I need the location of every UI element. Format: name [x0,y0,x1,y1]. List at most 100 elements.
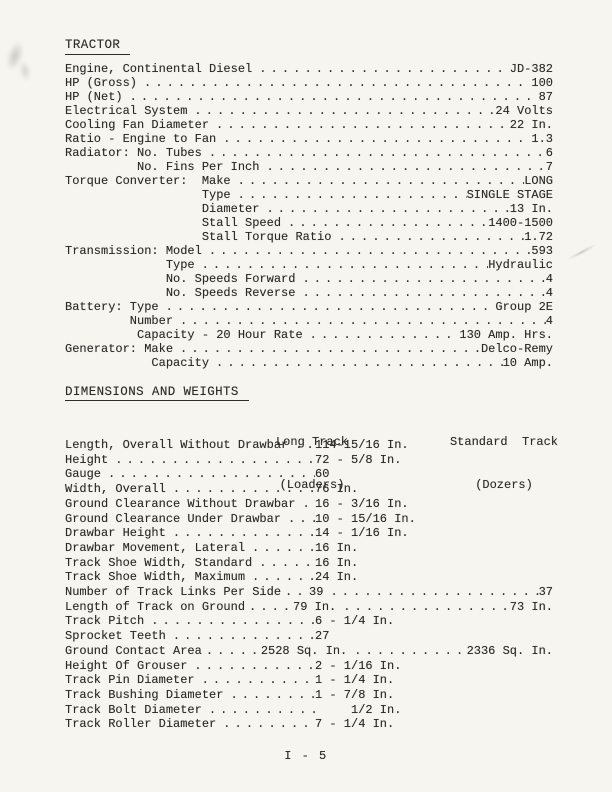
spec-row: Transmission: Model.....................… [65,244,553,258]
leader-dots: ........................................… [144,75,531,90]
spec-row: Number..................................… [65,314,553,328]
spec-row: HP (Gross)..............................… [65,76,553,90]
column-header-line: (Loaders) [279,477,345,492]
spec-value: 10 Amp. [502,356,553,371]
tractor-section-header: TRACTOR [65,38,553,55]
dimensions-spec-list: Length, Overall Without Drawbar.........… [65,438,553,732]
dimensions-column-headers: Long Track (Loaders) Standard Track (Doz… [65,406,558,492]
leader-dots: ........................................… [354,643,467,658]
spec-value-long-track: 7 - 1/4 In. [315,717,395,732]
spec-row: Width, Overall..........................… [65,482,553,497]
leader-dots: ........................................… [252,540,315,555]
spec-value-long-track: 16 In. [315,540,359,555]
spec-value: Hydraulic [488,258,553,273]
spec-row: Ground Clearance Under Drawbar..........… [65,512,553,527]
spec-row: Track Pin Diameter......................… [65,673,553,688]
spec-row: Length, Overall Without Drawbar.........… [65,438,553,453]
leader-dots: ........................................… [266,159,546,174]
spec-label: Diameter [65,201,260,216]
spec-value: 1.3 [531,131,553,146]
spec-row: Torque Converter: Make..................… [65,174,553,188]
spec-label: Track Shoe Width, Maximum [65,570,246,585]
spec-value: 4 [545,272,553,287]
spec-value: 22 In. [509,117,553,132]
spec-value-long-track: 114-15/16 In. [315,438,409,453]
leader-dots: ........................................… [295,438,315,453]
spec-value: 6 [545,145,553,160]
spec-row: Type....................................… [65,188,553,202]
spec-row: Battery: Type...........................… [65,300,553,314]
spec-label: Transmission: Model [65,244,202,259]
scan-artifact [567,243,597,261]
leader-dots: ........................................… [288,216,488,231]
leader-dots: ........................................… [180,342,481,357]
spec-value: 4 [545,286,553,301]
spec-label: Capacity [65,356,210,371]
spec-value-long-track: 1 - 7/8 In. [315,687,395,702]
spec-row: Track Shoe Width, Maximum...............… [65,570,553,585]
spec-label: No. Speeds Forward [65,272,296,287]
spec-value-long-track: 27 [315,629,330,644]
spec-value-long-track: 16 - 3/16 In. [315,496,409,511]
leader-dots: ........................................… [343,599,510,614]
leader-dots: ........................................… [205,643,261,658]
leader-dots: ........................................… [338,230,524,245]
section-heading-tractor: TRACTOR [65,38,131,55]
spec-value-standard-track: 37 [538,585,553,600]
spec-row: Ground Clearance Without Drawbar........… [65,497,553,512]
spec-label: Width, Overall [65,482,166,497]
spec-row: Ratio - Engine to Fan...................… [65,132,553,146]
spec-label: Stall Torque Ratio [65,230,332,245]
spec-value: 13 In. [509,201,553,216]
spec-label: Length, Overall Without Drawbar [65,438,289,453]
leader-dots: ........................................… [302,286,545,301]
spec-row: Drawbar Movement, Lateral...............… [65,541,553,556]
spec-value-long-track: 6 - 1/4 In. [315,614,395,629]
spec-row: Capacity................................… [65,356,553,370]
spec-row: Capacity - 20 Hour Rate.................… [65,328,553,342]
spec-value-long-track: 79 In. [293,599,337,614]
column-header-long-track: Long Track (Loaders) [274,406,350,520]
spec-label: Engine, Continental Diesel [65,61,253,76]
spec-label: Drawbar Height [65,526,166,541]
spec-row: Height..................................… [65,453,553,468]
spec-value-long-track: 72 - 5/8 In. [315,452,402,467]
spec-value-long-track: 1 - 1/4 In. [315,673,395,688]
spec-label: Length of Track on Ground [65,599,246,614]
spec-label: Generator: Make [65,342,174,357]
spec-label: Drawbar Movement, Lateral [65,540,246,555]
spec-value: 1400-1500 [488,216,553,231]
spec-value: Group 2E [495,300,553,315]
page-number: I - 5 [284,749,328,763]
spec-label: Type [65,258,195,273]
spec-row: Sprocket Teeth..........................… [65,629,553,644]
spec-value-long-track: 39 [309,585,324,600]
spec-value-long-track: 24 In. [315,570,359,585]
spec-value-long-track: 16 In. [315,555,359,570]
spec-row: Diameter................................… [65,202,553,216]
spec-row: Track Bolt Diameter.....................… [65,703,553,718]
spec-row: Engine, Continental Diesel..............… [65,62,553,76]
spec-label: HP (Gross) [65,75,138,90]
leader-dots: ........................................… [172,482,315,497]
leader-dots: ........................................… [223,131,531,146]
scan-artifact [16,58,34,84]
leader-dots: ........................................… [180,314,546,329]
spec-label: Track Bushing Diameter [65,687,224,702]
spec-row: No. Speeds Forward......................… [65,272,553,286]
spec-label: Height [65,452,109,467]
spec-label: Track Roller Diameter [65,717,217,732]
spec-value: 1.72 [524,230,553,245]
spec-row: Ground Contact Area.....................… [65,644,553,659]
spec-label: Ground Clearance Under Drawbar [65,511,282,526]
spec-row: Height Of Grouser.......................… [65,659,553,674]
column-header-line: (Dozers) [475,477,533,492]
leader-dots: ........................................… [302,496,315,511]
leader-dots: ........................................… [172,526,315,541]
spec-label: Ground Contact Area [65,643,202,658]
spec-row: Drawbar Height..........................… [65,526,553,541]
leader-dots: ........................................… [230,687,315,702]
leader-dots: ........................................… [208,244,532,259]
spec-value-long-track: 10 - 15/16 In. [315,511,416,526]
tractor-spec-list: Engine, Continental Diesel..............… [65,62,553,371]
